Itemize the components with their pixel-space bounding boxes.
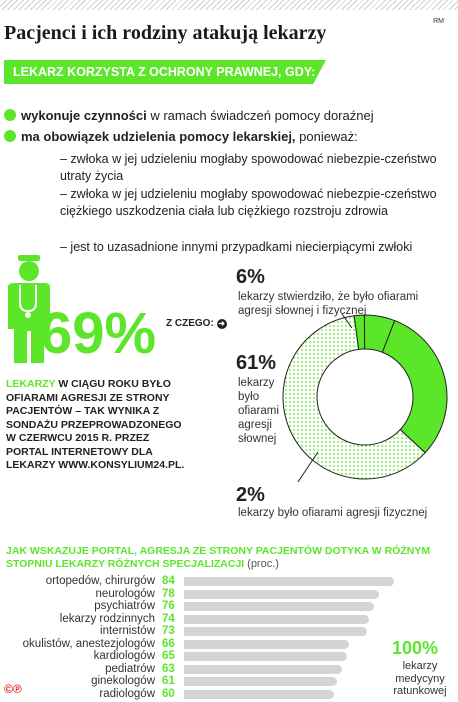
bar-category-label: psychiatrów xyxy=(94,600,155,612)
bar-value-label: 66 xyxy=(162,637,175,650)
bar-value-label: 78 xyxy=(162,587,175,600)
bar-category-label: kardiologów xyxy=(93,650,155,662)
bar-row: neurologów 78 xyxy=(0,588,458,600)
bar-category-label: radiologów xyxy=(99,687,155,700)
bar-value-label: 73 xyxy=(162,625,175,637)
bar-row: psychiatrów 76 xyxy=(0,600,458,612)
bar-value-label: 84 xyxy=(162,575,175,587)
donut-chart xyxy=(282,313,448,482)
bar-category-label: internistów xyxy=(100,625,155,637)
bar xyxy=(184,689,334,699)
publisher-logo-icon: ©℗ xyxy=(4,682,22,696)
bar xyxy=(184,639,349,649)
sub-point-3: – jest to uzasadnione innymi przypadkami… xyxy=(60,240,413,254)
bar xyxy=(184,677,337,686)
bar-row: internistów 73 xyxy=(0,625,458,637)
bar xyxy=(184,589,379,599)
bar xyxy=(184,652,347,661)
slice-6-pct: 6% xyxy=(236,266,265,288)
bar-row: lekarzy rodzinnych 74 xyxy=(0,613,458,625)
bar xyxy=(184,664,342,674)
bar-category-label: lekarzy rodzinnych xyxy=(59,612,155,625)
leader-line-2 xyxy=(297,451,319,482)
bar-category-label: pediatrów xyxy=(105,662,155,675)
bar-chart-title: JAK WSKAZUJE PORTAL, AGRESJA ZE STRONY P… xyxy=(6,545,454,571)
bullet-dot-icon xyxy=(4,109,16,121)
bar-chart-unit: (proc.) xyxy=(247,558,279,570)
slice-61-label-line: było xyxy=(238,391,260,403)
bar xyxy=(184,602,374,611)
bar-value-label: 76 xyxy=(162,600,175,612)
bullet-2: ma obowiązek udzielenia pomocy lekarskie… xyxy=(4,129,358,144)
sub-point-1: – zwłoka w jej udzieleniu mogłaby spowod… xyxy=(60,152,437,183)
conditions-banner: LEKARZ KORZYSTA Z OCHRONY PRAWNEJ, GDY: xyxy=(4,60,326,84)
author-credit: RM xyxy=(433,18,444,25)
side-percentage: 100% xyxy=(392,638,439,658)
donut-slice-6 xyxy=(363,314,396,353)
bar-chart-title-text: JAK WSKAZUJE PORTAL, AGRESJA ZE STRONY P… xyxy=(6,545,431,570)
bar-category-label: okulistów, anestezjologów xyxy=(22,637,155,650)
breakdown-label-text: Z CZEGO: xyxy=(166,318,214,329)
bullet-2-rest: ponieważ: xyxy=(295,129,358,144)
bar-row: ortopedów, chirurgów 84 xyxy=(0,575,458,587)
bar-row: ginekologów 61 xyxy=(0,675,458,687)
bullet-1-rest: w ramach świadczeń pomocy doraźnej xyxy=(146,108,374,123)
donut-slice-remainder xyxy=(381,319,448,454)
bar-value-label: 61 xyxy=(162,675,175,687)
slice-61-label: lekarzy było ofiarami agresji słownej xyxy=(238,376,298,446)
bar-row: radiologów 60 xyxy=(0,688,458,700)
bar-row: pediatrów 63 xyxy=(0,663,458,675)
bar-value-label: 60 xyxy=(162,687,175,700)
arrow-right-icon: ➜ xyxy=(216,319,227,329)
bullet-1: wykonuje czynności w ramach świadczeń po… xyxy=(4,108,374,123)
header-hatch xyxy=(0,0,458,10)
bullet-2-bold: ma obowiązek udzielenia pomocy lekarskie… xyxy=(21,129,296,144)
slice-61-pct: 61% xyxy=(236,352,277,374)
big-percentage: 69% xyxy=(40,301,157,366)
bar-category-label: ortopedów, chirurgów xyxy=(45,575,155,587)
donut-slice-61 xyxy=(282,315,426,480)
page-title: Pacjenci i ich rodziny atakują lekarzy xyxy=(4,22,327,44)
slice-2-label: lekarzy było ofiarami agresji fizycznej xyxy=(238,507,428,519)
bullet-1-bold: wykonuje czynności xyxy=(21,108,147,123)
bar-chart: ortopedów, chirurgów 84 neurologów 78 psychi… xyxy=(0,575,458,700)
bar-value-label: 63 xyxy=(162,662,175,675)
bar xyxy=(184,614,369,624)
side-label: lekarzy medycyny ratunkowej xyxy=(393,660,447,697)
bar-value-label: 65 xyxy=(162,650,175,662)
bar-value-label: 74 xyxy=(162,612,175,625)
source-highlight: LEKARZY xyxy=(6,378,56,390)
breakdown-label: Z CZEGO: ➜ xyxy=(166,318,227,329)
slice-61-label-line: lekarzy xyxy=(238,377,275,389)
bar-category-label: neurologów xyxy=(95,587,155,600)
bullet-dot-icon xyxy=(4,130,16,142)
source-text: W CIĄGU ROKU BYŁO OFIARAMI AGRESJI ZE ST… xyxy=(6,378,185,471)
bar-row: okulistów, anestezjologów 66 xyxy=(0,638,458,650)
bar-category-label: ginekologów xyxy=(91,675,155,687)
slice-61-label-line: agresji xyxy=(238,419,272,431)
doctor-icon xyxy=(8,255,50,363)
slice-2-pct: 2% xyxy=(236,484,265,506)
leader-line-6 xyxy=(341,313,353,329)
bar-row: kardiologów 65 xyxy=(0,650,458,662)
bar xyxy=(184,627,367,636)
slice-61-label-line: ofiarami xyxy=(238,405,279,417)
survey-source: LEKARZY W CIĄGU ROKU BYŁO OFIARAMI AGRES… xyxy=(6,378,186,473)
bar xyxy=(184,577,394,586)
slice-6-label: lekarzy stwierdziło, że było ofiarami ag… xyxy=(238,291,419,317)
sub-point-2: – zwłoka w jej udzieleniu mogłaby spowod… xyxy=(60,187,437,218)
slice-61-label-line: słownej xyxy=(238,433,277,445)
